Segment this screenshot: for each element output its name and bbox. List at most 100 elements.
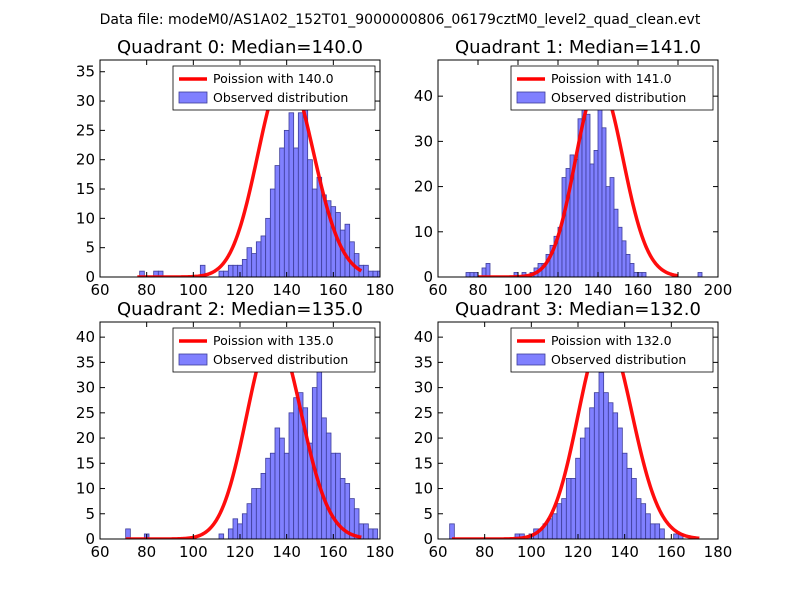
- quadrant-1-bar: [601, 127, 607, 277]
- quadrant-2-ytick-label: 5: [85, 505, 95, 523]
- quadrant-2-bar: [372, 528, 379, 539]
- quadrant-3-ytick-label: 25: [414, 404, 433, 422]
- quadrant-0-xtick-label: 160: [319, 281, 348, 299]
- quadrant-1-bar: [629, 263, 635, 277]
- quadrant-3-bar: [593, 392, 600, 539]
- quadrant-3-legend-bar-swatch: [516, 353, 546, 366]
- quadrant-1-xtick-label: 60: [428, 281, 447, 299]
- quadrant-0-ytick-label: 25: [76, 121, 95, 139]
- quadrant-2-bar: [274, 427, 281, 539]
- quadrant-0-bar: [260, 235, 267, 277]
- quadrant-0-bar: [274, 165, 281, 277]
- quadrant-0-legend-poisson-label: Poission with 140.0: [213, 71, 334, 86]
- quadrant-1-bar: [589, 163, 595, 277]
- quadrant-1-bar: [485, 263, 491, 277]
- quadrant-3-ytick-label: 5: [423, 505, 433, 523]
- quadrant-0-bar: [218, 270, 225, 277]
- quadrant-3-legend-observed-label: Observed distribution: [551, 352, 686, 367]
- quadrant-0-bar: [246, 247, 253, 277]
- quadrant-3-xtick-label: 160: [657, 543, 686, 561]
- quadrant-1-bar: [573, 159, 579, 277]
- quadrant-0-bar: [269, 188, 276, 277]
- quadrant-3-ytick-label: 30: [414, 379, 433, 397]
- quadrant-1-xtick-label: 160: [624, 281, 653, 299]
- quadrant-3-xtick-label: 100: [517, 543, 546, 561]
- quadrant-0-bar: [307, 159, 313, 277]
- quadrant-1-bar: [593, 150, 599, 277]
- quadrant-2-bar: [367, 528, 374, 539]
- quadrant-3-bar: [589, 407, 595, 539]
- quadrant-1-legend-poisson-label: Poission with 141.0: [551, 71, 672, 86]
- quadrant-3-bar: [612, 412, 619, 539]
- quadrant-2-bar: [265, 457, 271, 539]
- quadrant-1-xtick-label: 200: [704, 281, 733, 299]
- quadrant-3-xtick-label: 80: [475, 543, 494, 561]
- quadrant-0-bar: [316, 176, 323, 277]
- quadrant-3-bar: [449, 523, 455, 539]
- quadrant-0-bar: [251, 253, 257, 277]
- quadrant-1-bar: [469, 272, 475, 277]
- quadrant-1-ytick-label: 0: [423, 268, 433, 286]
- quadrant-0-xtick-label: 140: [272, 281, 301, 299]
- quadrant-2-legend-poisson-label: Poission with 135.0: [213, 333, 334, 348]
- quadrant-1-xtick-label: 100: [504, 281, 533, 299]
- quadrant-3-ytick-label: 40: [414, 328, 433, 346]
- quadrant-3-bar: [649, 523, 656, 539]
- quadrant-3-legend: Poission with 132.0 Observed distribution: [510, 327, 714, 373]
- quadrant-3-panel: Quadrant 3: Median=132.060 80 100 120 140 160…: [414, 299, 732, 561]
- quadrant-0-bar: [311, 188, 318, 277]
- quadrant-3-ytick-label: 0: [423, 530, 433, 548]
- quadrant-1-bar: [637, 272, 643, 277]
- quadrant-3-ytick-label: 20: [414, 429, 433, 447]
- quadrant-2-ytick-label: 15: [76, 454, 95, 472]
- quadrant-2-bar: [218, 533, 225, 539]
- quadrant-3-bar: [603, 392, 609, 539]
- quadrant-2-title: Quadrant 2: Median=135.0: [117, 299, 363, 320]
- quadrant-2-bar: [241, 513, 248, 539]
- quadrant-1-ytick-label: 40: [414, 87, 433, 105]
- quadrant-0-bar: [227, 264, 234, 277]
- quadrant-2-xtick-label: 80: [137, 543, 156, 561]
- quadrant-3-xtick-label: 120: [564, 543, 593, 561]
- quadrant-0-xtick-label: 180: [366, 281, 395, 299]
- quadrant-1-bar: [613, 208, 619, 277]
- quadrant-1-bar: [621, 240, 627, 277]
- quadrant-1-bar: [617, 226, 623, 277]
- quadrant-2-bar: [255, 488, 262, 539]
- quadrant-2-xtick-label: 140: [272, 543, 301, 561]
- quadrant-2-ytick-label: 40: [76, 328, 95, 346]
- quadrant-3-bar: [607, 402, 614, 539]
- quadrant-3-bar: [561, 498, 567, 539]
- quadrant-0-ytick-label: 0: [85, 268, 95, 286]
- quadrant-3-bar: [556, 503, 563, 539]
- quadrant-0-ytick-label: 10: [76, 209, 95, 227]
- quadrant-1-ytick-label: 20: [414, 178, 433, 196]
- quadrant-3-ytick-label: 35: [414, 353, 433, 371]
- quadrant-2-xtick-label: 180: [366, 543, 395, 561]
- quadrant-0-bar: [241, 259, 248, 277]
- figure-suptitle: Data file: modeM0/AS1A02_152T01_90000008…: [100, 12, 701, 28]
- quadrant-2-bar: [125, 528, 131, 539]
- quadrant-1-axes-frame: [437, 59, 719, 278]
- quadrant-0-ytick-label: 20: [76, 151, 95, 169]
- quadrant-3-bar: [551, 513, 558, 539]
- quadrant-0-bar: [232, 264, 239, 277]
- quadrant-0-legend-bar-swatch: [178, 91, 208, 104]
- quadrant-1-ytick-label: 10: [414, 223, 433, 241]
- quadrant-3-bar: [635, 498, 642, 539]
- quadrant-2-legend-bar-swatch: [178, 353, 208, 366]
- quadrant-0-bar: [293, 147, 299, 277]
- quadrant-1-ytick-label: 30: [414, 132, 433, 150]
- quadrant-3-bar: [659, 528, 665, 539]
- quadrant-2-bar: [321, 417, 327, 539]
- quadrant-2-ytick-label: 20: [76, 429, 95, 447]
- quadrant-3-title: Quadrant 3: Median=132.0: [455, 299, 701, 320]
- quadrant-1-xtick-label: 80: [468, 281, 487, 299]
- quadrant-1-bar: [605, 186, 611, 277]
- quadrant-0-ytick-label: 35: [76, 63, 95, 81]
- quadrant-2-ytick-label: 10: [76, 480, 95, 498]
- quadrant-3-bar: [673, 533, 679, 539]
- quadrant-3-bar: [626, 467, 633, 539]
- quadrant-0-bar: [330, 206, 337, 277]
